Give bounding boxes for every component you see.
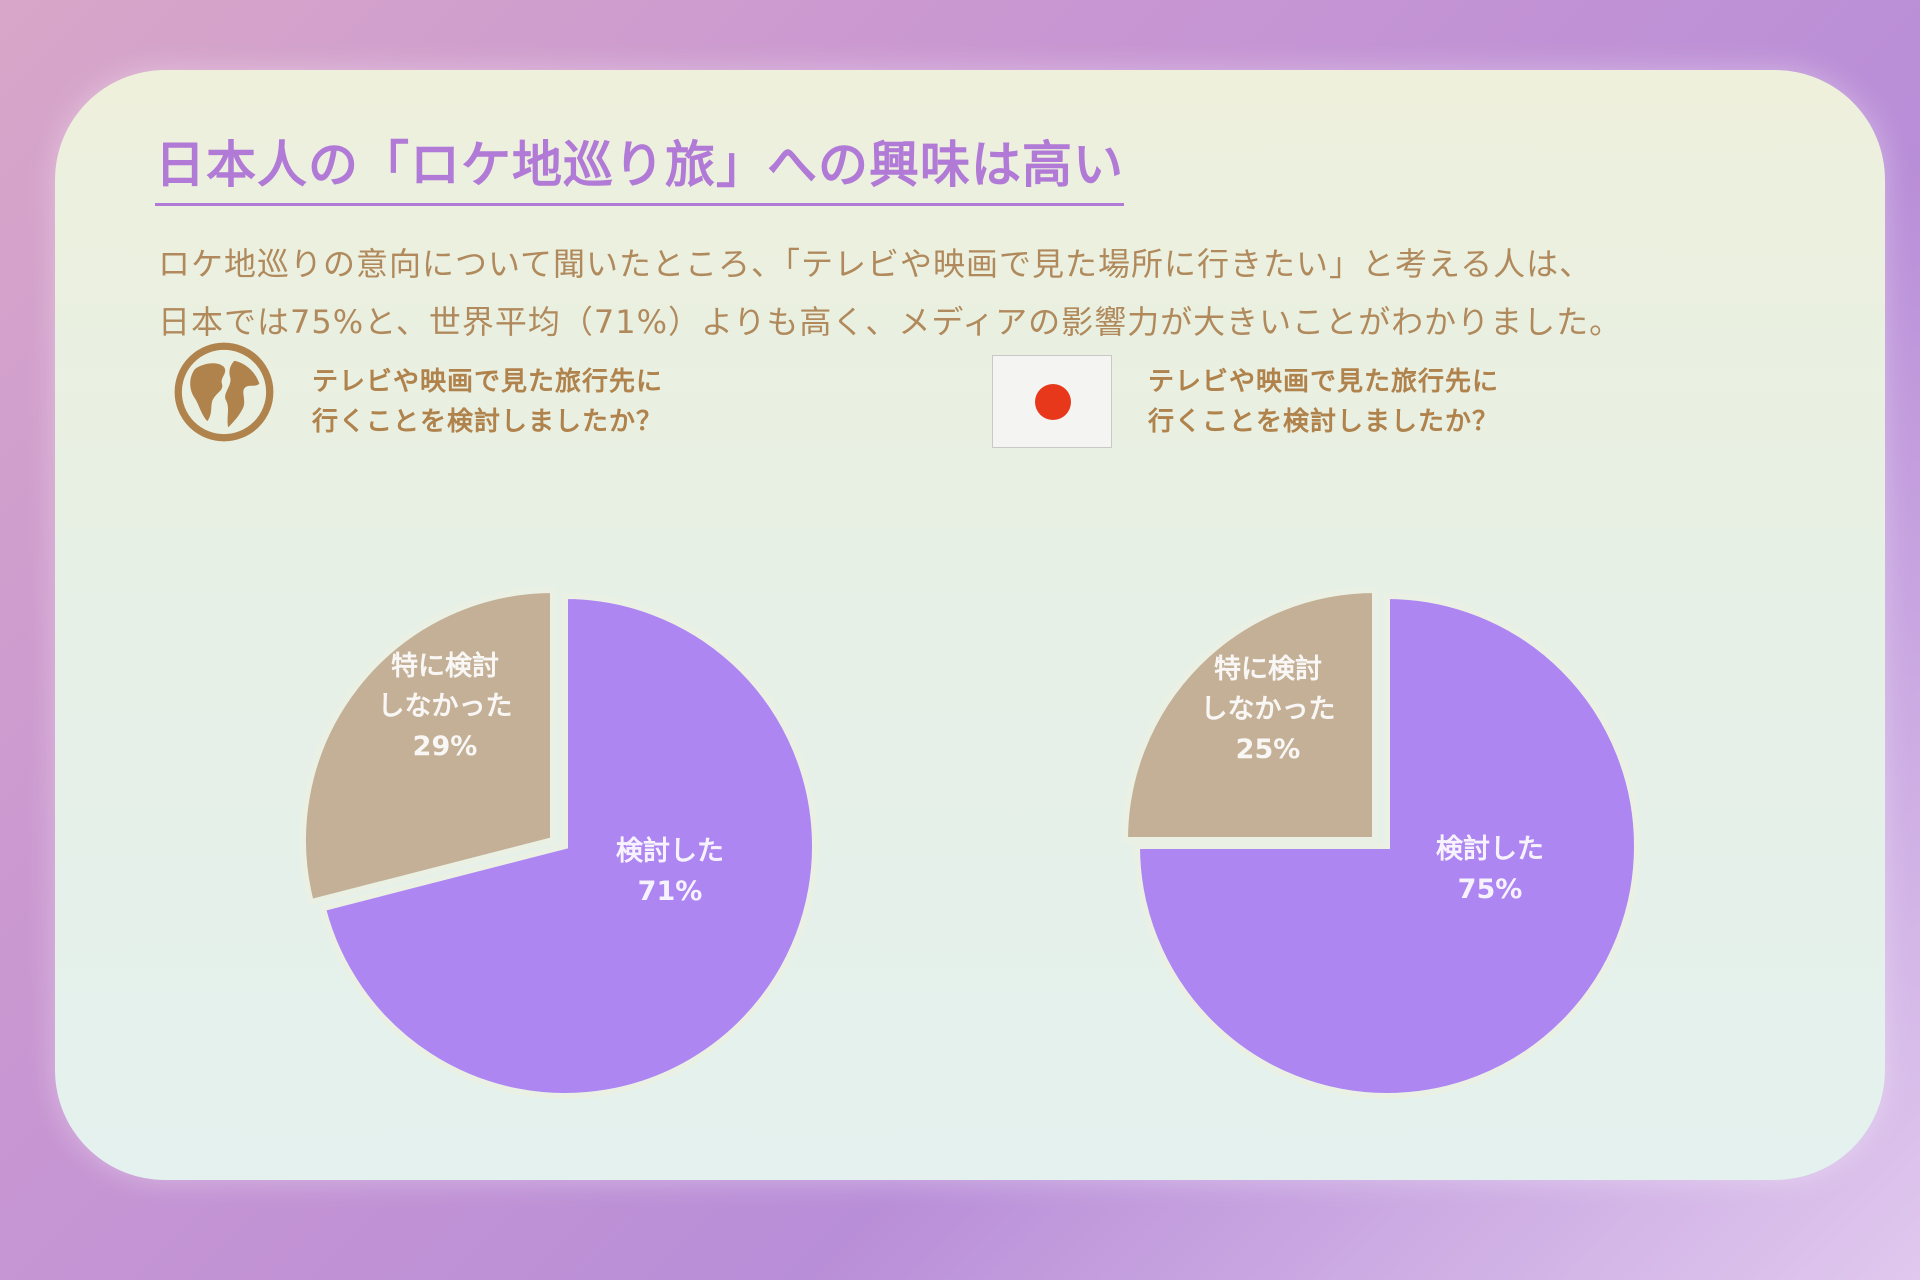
globe-icon [174, 342, 274, 442]
pie-slice-label: 特に検討 [391, 650, 499, 682]
pie-slice-label: 検討した [1436, 833, 1544, 865]
question-line: テレビや映画で見た旅行先に [1148, 367, 1500, 397]
slide-title: 日本人の「ロケ地巡り旅」への興味は高い [155, 125, 1124, 206]
pie-slice-label: しなかった [1201, 694, 1336, 725]
description: ロケ地巡りの意向について聞いたところ、「テレビや映画で見た場所に行きたい」と考え… [158, 235, 1858, 351]
pie-slice-not-considered [1121, 586, 1378, 843]
question-world: テレビや映画で見た旅行先に 行くことを検討しましたか？ [312, 362, 663, 442]
pie-slice-label: 25% [1236, 734, 1301, 765]
pie-slice-label: しなかった [378, 691, 513, 722]
pie-slice-not-considered [300, 586, 556, 906]
pie-slice-label: 検討した [616, 835, 724, 867]
pie-slice-considered [1133, 592, 1640, 1099]
japan-flag-icon [992, 355, 1112, 448]
pie-slice-label: 75% [1458, 874, 1523, 905]
question-line: テレビや映画で見た旅行先に [312, 367, 664, 397]
flag-red-disc [1035, 384, 1071, 420]
question-line: 行くことを検討しましたか？ [1148, 407, 1500, 437]
pie-slice-label: 29% [413, 731, 478, 762]
pie-slice-label: 特に検討 [1214, 653, 1322, 685]
slide-card: 日本人の「ロケ地巡り旅」への興味は高い ロケ地巡りの意向について聞いたところ、「… [55, 70, 1885, 1180]
pie-slice-considered [319, 592, 818, 1099]
pie-slice-label: 71% [638, 876, 703, 907]
description-line: ロケ地巡りの意向について聞いたところ、「テレビや映画で見た場所に行きたい」と考え… [158, 245, 1593, 283]
description-line: 日本では75%と、世界平均（71%）よりも高く、メディアの影響力が大きいことがわ… [158, 303, 1623, 341]
question-line: 行くことを検討しましたか？ [312, 407, 664, 437]
question-japan: テレビや映画で見た旅行先に 行くことを検討しましたか？ [1148, 362, 1499, 442]
